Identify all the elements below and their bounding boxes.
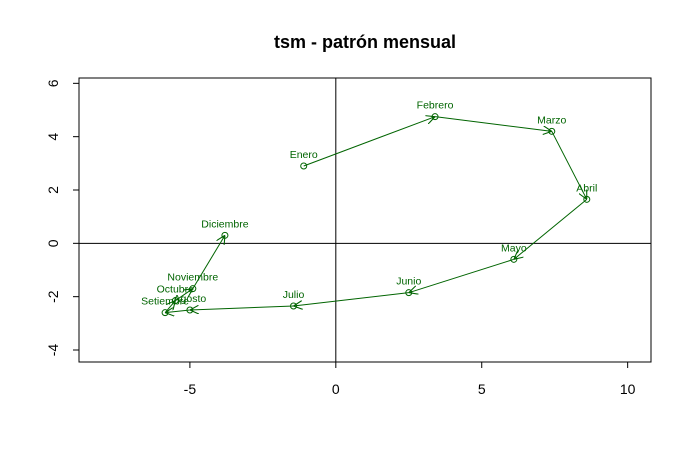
y-tick-label: -2 xyxy=(45,290,61,303)
point-label: Abril xyxy=(576,182,597,194)
data-point xyxy=(161,309,169,317)
point-label: Mayo xyxy=(501,242,527,254)
point-label: Julio xyxy=(283,289,305,301)
series-segment xyxy=(409,258,514,292)
data-point xyxy=(583,195,591,203)
data-point xyxy=(189,285,197,293)
data-point xyxy=(431,113,439,121)
series-segment xyxy=(192,235,225,289)
data-point xyxy=(548,127,556,135)
data-point xyxy=(221,231,229,239)
y-tick-label: 2 xyxy=(45,186,61,194)
series-segment xyxy=(434,116,552,132)
x-tick-label: 5 xyxy=(478,381,486,397)
y-tick-label: 6 xyxy=(45,79,61,87)
y-tick-label: 4 xyxy=(45,133,61,141)
data-points xyxy=(161,113,591,317)
data-point xyxy=(300,162,308,170)
point-label: Noviembre xyxy=(167,272,218,284)
series-segment xyxy=(164,301,175,313)
point-label: Febrero xyxy=(417,100,454,112)
series-path xyxy=(165,117,587,313)
reference-lines xyxy=(79,78,651,362)
data-point xyxy=(405,289,413,297)
y-tick-label: -4 xyxy=(45,344,61,357)
series-segment xyxy=(551,131,587,199)
point-label: Octubre xyxy=(157,284,195,296)
series-segment xyxy=(190,306,294,310)
y-tick-label: 0 xyxy=(45,239,61,247)
series-segment xyxy=(514,198,588,259)
point-label: Junio xyxy=(396,276,421,288)
point-labels: Enero Febrero Marzo Abril Mayo Junio Julio Agos… xyxy=(141,100,597,308)
chart-title: tsm - patrón mensual xyxy=(274,32,456,52)
point-label: Setiembre xyxy=(141,296,189,308)
point-label: Enero xyxy=(290,149,318,161)
data-point xyxy=(290,302,297,310)
data-point xyxy=(186,306,194,314)
point-label: Agosto xyxy=(174,293,207,305)
series-segment xyxy=(294,292,409,306)
axes: -5 0 5 10 -4 -2 0 2 4 6 xyxy=(45,79,636,397)
x-tick-label: 0 xyxy=(332,381,340,397)
x-tick-label: -5 xyxy=(184,381,197,397)
plot-frame xyxy=(78,77,652,363)
data-point xyxy=(510,255,518,263)
point-label: Marzo xyxy=(537,114,566,126)
series-segment xyxy=(303,117,435,167)
point-label: Diciembre xyxy=(201,218,248,230)
series-segment xyxy=(165,310,190,313)
series-segment xyxy=(175,289,193,302)
data-point xyxy=(171,297,179,305)
x-tick-label: 10 xyxy=(620,381,636,397)
